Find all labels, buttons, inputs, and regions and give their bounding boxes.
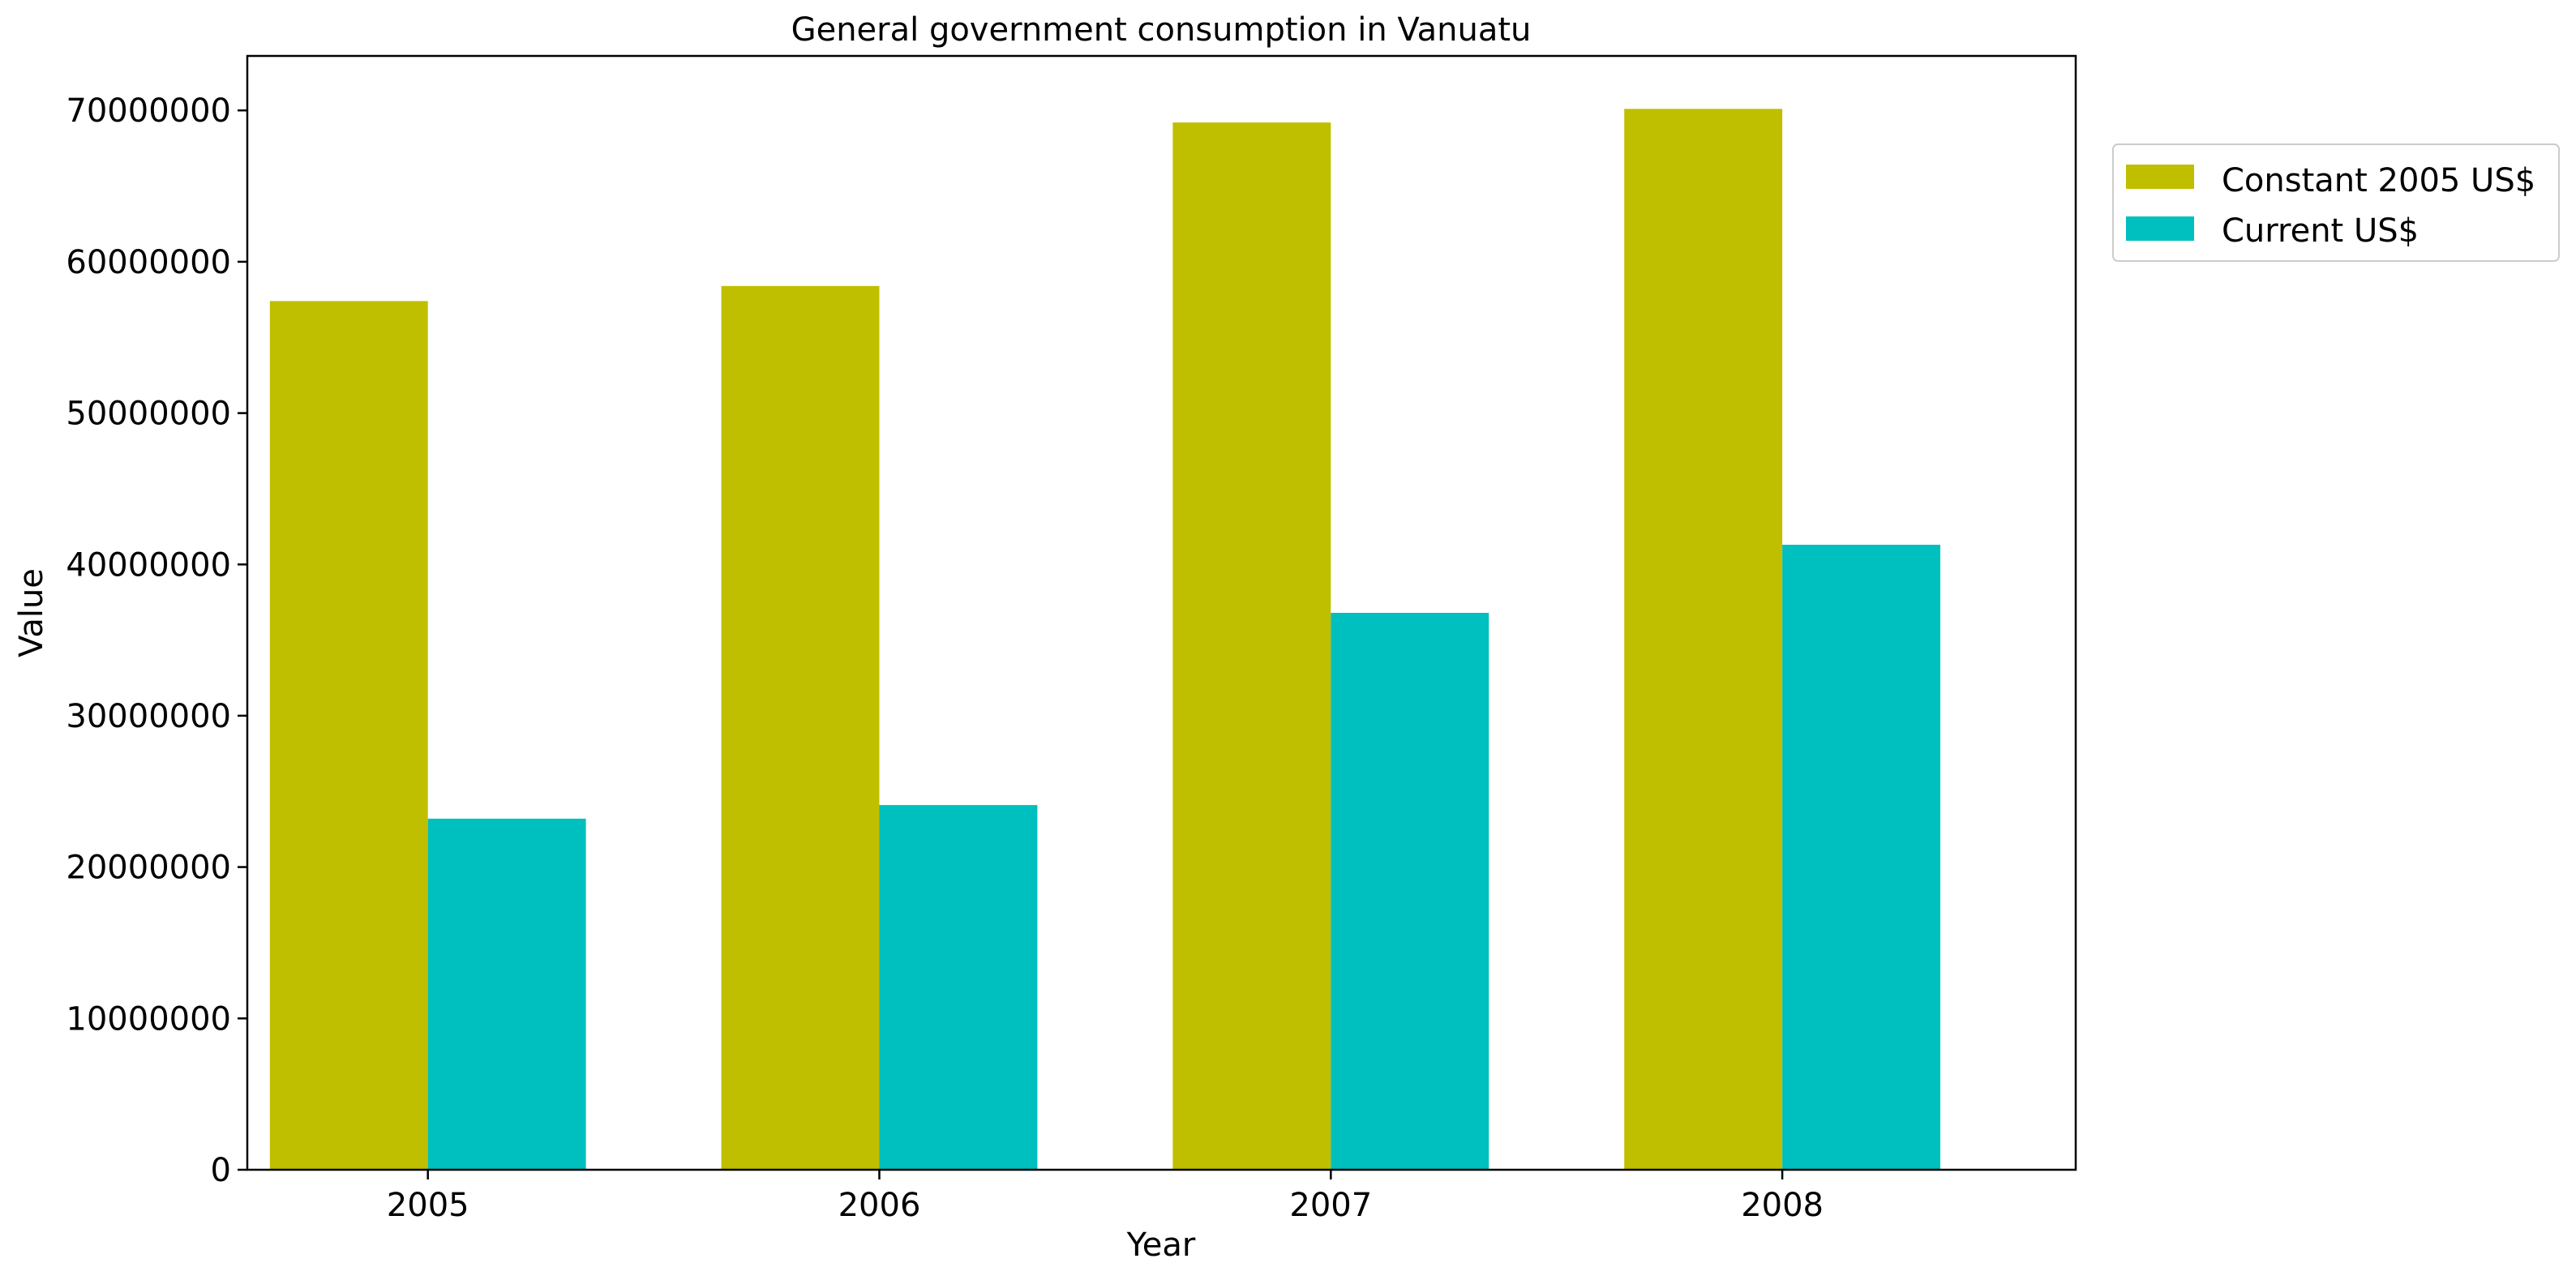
legend-label-current: Current US$	[2222, 212, 2419, 250]
y-axis-title: Value	[13, 568, 50, 657]
x-axis-ticks: 2005 2006 2007 2008	[387, 1170, 1824, 1224]
bar-current-2006	[879, 805, 1038, 1170]
x-tick-label: 2005	[387, 1187, 469, 1224]
bars-group	[269, 109, 1940, 1171]
chart-title: General government consumption in Vanuat…	[791, 11, 1532, 49]
plot-frame	[246, 54, 2077, 1171]
bar-current-2005	[427, 818, 586, 1170]
bar-current-2008	[1782, 545, 1940, 1170]
y-tick-label: 50000000	[66, 396, 231, 433]
y-tick-label: 20000000	[66, 850, 231, 887]
y-axis-ticks: 0 10000000 20000000 30000000 40000000 5000000…	[66, 92, 247, 1189]
legend: Constant 2005 US$ Current US$	[2112, 143, 2560, 262]
y-tick-label: 10000000	[66, 1000, 231, 1038]
legend-label-constant: Constant 2005 US$	[2222, 162, 2535, 199]
bar-constant-2006	[721, 285, 880, 1170]
bar-constant-2005	[269, 301, 428, 1170]
x-tick-label: 2008	[1741, 1187, 1824, 1224]
y-tick-label: 0	[211, 1152, 231, 1189]
x-tick-label: 2006	[838, 1187, 921, 1224]
x-axis-title: Year	[1126, 1226, 1196, 1264]
y-tick-label: 30000000	[66, 698, 231, 735]
legend-swatch-constant	[2126, 165, 2194, 189]
y-tick-label: 60000000	[66, 244, 231, 281]
legend-swatch-current	[2126, 216, 2194, 241]
legend-frame	[2112, 143, 2560, 262]
bar-constant-2008	[1624, 109, 1783, 1170]
y-tick-label: 70000000	[66, 92, 231, 130]
x-tick-label: 2007	[1289, 1187, 1372, 1224]
y-tick-label: 40000000	[66, 546, 231, 584]
bar-current-2007	[1331, 613, 1489, 1170]
bar-constant-2007	[1172, 122, 1331, 1171]
